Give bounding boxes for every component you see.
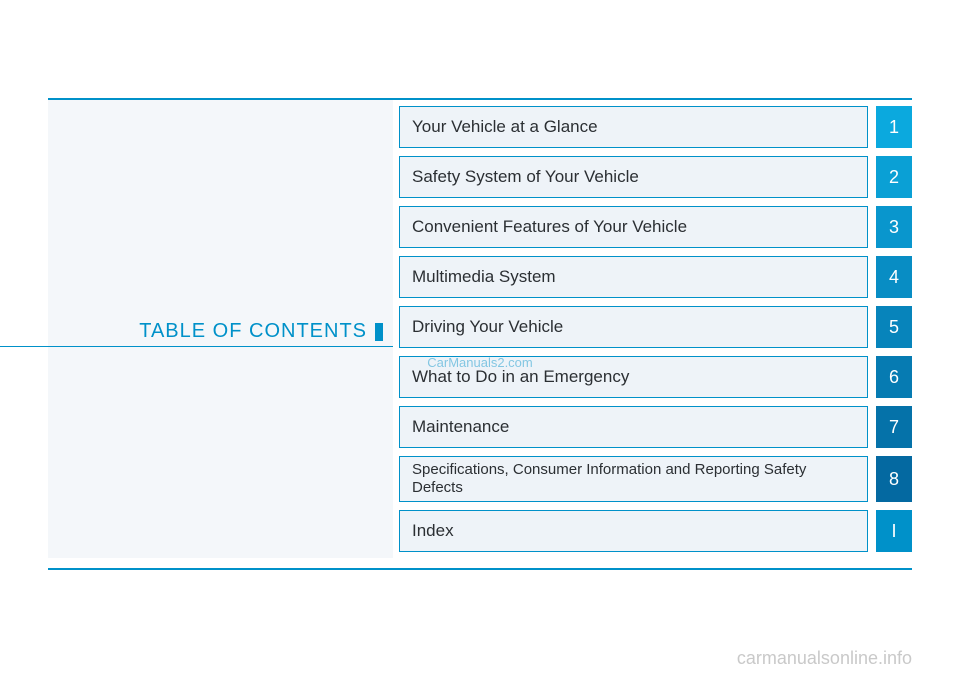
toc-item[interactable]: Convenient Features of Your Vehicle xyxy=(399,206,868,248)
toc-item[interactable]: Safety System of Your Vehicle xyxy=(399,156,868,198)
toc-item-label: Index xyxy=(412,521,454,541)
toc-item-label: Multimedia System xyxy=(412,267,556,287)
toc-chapter-number[interactable]: 8 xyxy=(876,456,912,502)
title-marker-icon xyxy=(375,323,383,341)
toc-item[interactable]: What to Do in an Emergency xyxy=(399,356,868,398)
toc-chapter-number[interactable]: 4 xyxy=(876,256,912,298)
toc-item-label: Specifications, Consumer Information and… xyxy=(412,461,855,497)
toc-chapter-number[interactable]: 1 xyxy=(876,106,912,148)
watermark-footer: carmanualsonline.info xyxy=(737,648,912,669)
toc-chapter-number[interactable]: I xyxy=(876,510,912,552)
toc-item-label: Safety System of Your Vehicle xyxy=(412,167,639,187)
toc-item[interactable]: Specifications, Consumer Information and… xyxy=(399,456,868,502)
toc-chapter-number[interactable]: 3 xyxy=(876,206,912,248)
toc-item[interactable]: Index xyxy=(399,510,868,552)
toc-row[interactable]: Your Vehicle at a Glance 1 xyxy=(399,106,912,148)
rule-bottom xyxy=(48,568,912,570)
toc-row[interactable]: Driving Your Vehicle 5 xyxy=(399,306,912,348)
toc-row[interactable]: Multimedia System 4 xyxy=(399,256,912,298)
toc-item-label: Driving Your Vehicle xyxy=(412,317,563,337)
toc-row[interactable]: Specifications, Consumer Information and… xyxy=(399,456,912,502)
toc-chapter-number[interactable]: 2 xyxy=(876,156,912,198)
toc-chapter-number[interactable]: 7 xyxy=(876,406,912,448)
toc-item[interactable]: Your Vehicle at a Glance xyxy=(399,106,868,148)
toc-item-label: Convenient Features of Your Vehicle xyxy=(412,217,687,237)
toc-item[interactable]: Multimedia System xyxy=(399,256,868,298)
title-underline xyxy=(0,346,393,347)
toc-title: TABLE OF CONTENTS xyxy=(139,320,367,343)
toc-chapter-number[interactable]: 6 xyxy=(876,356,912,398)
toc-item-label: What to Do in an Emergency xyxy=(412,367,629,387)
toc-item[interactable]: Driving Your Vehicle xyxy=(399,306,868,348)
toc-item-label: Your Vehicle at a Glance xyxy=(412,117,598,137)
toc-item-label: Maintenance xyxy=(412,417,509,437)
toc-row[interactable]: Maintenance 7 xyxy=(399,406,912,448)
toc-row[interactable]: Index I xyxy=(399,510,912,552)
content: TABLE OF CONTENTS Your Vehicle at a Glan… xyxy=(48,100,912,558)
toc-chapter-number[interactable]: 5 xyxy=(876,306,912,348)
toc-row[interactable]: Safety System of Your Vehicle 2 xyxy=(399,156,912,198)
page: TABLE OF CONTENTS Your Vehicle at a Glan… xyxy=(0,0,960,689)
toc-row[interactable]: What to Do in an Emergency 6 xyxy=(399,356,912,398)
content-frame: TABLE OF CONTENTS Your Vehicle at a Glan… xyxy=(48,98,912,570)
toc-item[interactable]: Maintenance xyxy=(399,406,868,448)
title-wrap: TABLE OF CONTENTS xyxy=(48,320,383,343)
toc-list: Your Vehicle at a Glance 1 Safety System o… xyxy=(393,100,912,558)
toc-row[interactable]: Convenient Features of Your Vehicle 3 xyxy=(399,206,912,248)
left-panel: TABLE OF CONTENTS xyxy=(48,100,393,558)
